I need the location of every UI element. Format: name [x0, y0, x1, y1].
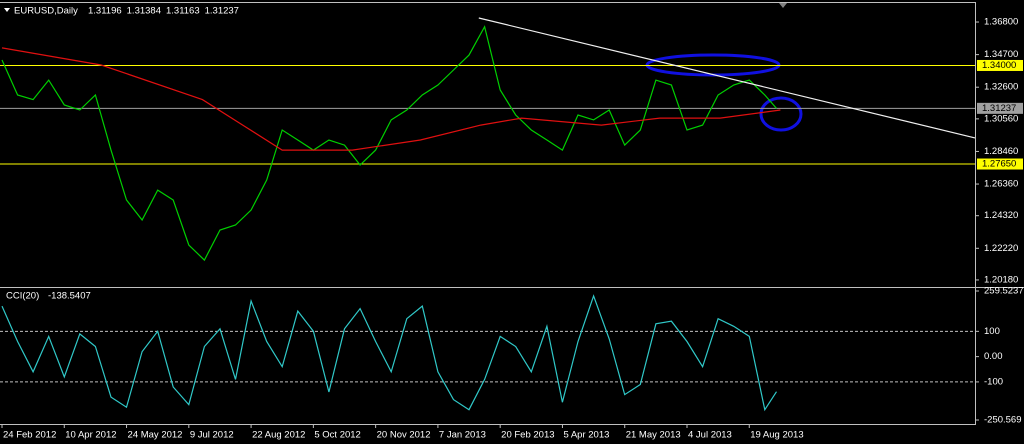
- x-tick-label: 19 Aug 2013: [750, 430, 803, 441]
- x-tick-label: 5 Oct 2012: [314, 430, 360, 441]
- y-tick-label: 100: [984, 326, 1000, 337]
- indicator-title: CCI(20): [6, 291, 39, 302]
- y-tick-label: -100: [984, 376, 1003, 387]
- level-label-box: [977, 59, 1023, 71]
- header-value: 1.31384: [127, 6, 161, 17]
- level-label-box: [977, 102, 1023, 114]
- indicator-value: -138.5407: [48, 291, 91, 302]
- y-tick-label: 1.34700: [984, 49, 1018, 60]
- header-value: 1.31237: [205, 6, 239, 17]
- x-tick-label: 5 Apr 2013: [563, 430, 609, 441]
- y-tick-label: 259.5237: [984, 286, 1024, 297]
- shift-marker: [779, 3, 787, 8]
- y-tick-label: -250.569: [984, 415, 1022, 426]
- y-tick-label: 1.26360: [984, 179, 1018, 190]
- series-line: [1, 25, 777, 262]
- level-label: 1.34000: [982, 60, 1016, 71]
- x-tick-label: 21 May 2013: [626, 430, 681, 441]
- x-tick-label: 4 Jul 2013: [688, 430, 732, 441]
- x-tick-label: 9 Jul 2012: [190, 430, 234, 441]
- symbol-title: EURUSD,Daily: [14, 6, 78, 17]
- y-tick-label: 1.32600: [984, 82, 1018, 93]
- y-tick-label: 0.00: [984, 351, 1003, 362]
- series-line: [1, 294, 778, 412]
- menu-arrow[interactable]: [4, 8, 10, 12]
- y-tick-label: 1.30560: [984, 113, 1018, 124]
- x-tick-label: 20 Nov 2012: [377, 430, 431, 441]
- series-line: [478, 17, 976, 139]
- x-tick-label: 22 Aug 2012: [252, 430, 305, 441]
- y-tick-label: 1.36800: [984, 17, 1018, 28]
- series-line: [1, 47, 781, 151]
- x-tick-label: 20 Feb 2013: [501, 430, 554, 441]
- annotation-ellipse: [759, 96, 803, 132]
- y-tick-label: 1.24320: [984, 210, 1018, 221]
- x-tick-label: 24 Feb 2012: [3, 430, 56, 441]
- x-tick-label: 24 May 2012: [128, 430, 183, 441]
- level-label: 1.31237: [982, 103, 1016, 114]
- y-tick-label: 1.20180: [984, 274, 1018, 285]
- x-tick-label: 7 Jan 2013: [439, 430, 486, 441]
- level-label-box: [977, 158, 1023, 170]
- level-label: 1.27650: [982, 159, 1016, 170]
- y-tick-label: 1.28460: [984, 146, 1018, 157]
- header-value: 1.31163: [166, 6, 200, 17]
- x-tick-label: 10 Apr 2012: [65, 430, 116, 441]
- header-values: 1.31196 1.31384 1.31163 1.31237: [88, 6, 239, 17]
- y-tick-label: 1.22220: [984, 243, 1018, 254]
- header-value: 1.31196: [88, 6, 122, 17]
